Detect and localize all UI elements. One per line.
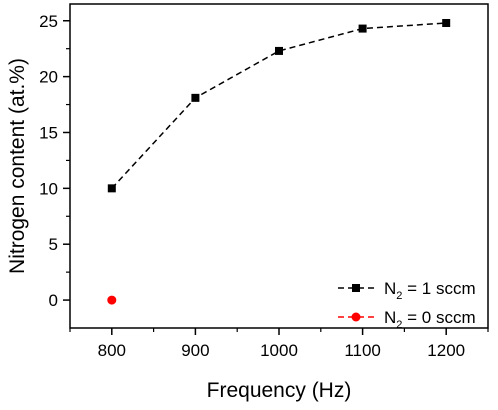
legend-marker-circle [351,312,361,322]
legend-marker-square [352,284,360,292]
y-tick-label: 15 [39,123,58,142]
series-layer [107,18,451,305]
legend-label: N2 = 1 sccm [384,279,476,302]
y-tick-label: 0 [49,291,58,310]
series-line-1 [111,22,447,189]
data-point-square [191,93,200,102]
legend-label: N2 = 0 sccm [384,308,476,331]
x-tick-label: 1000 [260,341,298,360]
data-point-square [358,24,367,33]
y-axis: 0 5 10 15 20 25 [39,12,70,310]
x-tick-label: 900 [181,341,209,360]
data-point-square [275,46,283,55]
data-point-circle [107,295,117,305]
y-tick-label: 25 [39,12,58,31]
data-point-square [442,18,451,27]
legend: N2 = 1 sccm N2 = 0 sccm [338,279,476,331]
x-tick-label: 1100 [344,341,381,360]
x-axis-title: Frequency (Hz) [207,379,352,402]
x-tick-label: 1200 [427,341,465,360]
y-axis-title: Nitrogen content (at.%) [6,58,29,274]
y-tick-label: 5 [49,235,58,254]
x-axis: 800 900 1000 1100 1200 [69,328,489,360]
data-point-square [107,184,116,193]
x-tick-label: 800 [98,341,126,360]
y-tick-label: 10 [39,179,58,198]
y-tick-label: 20 [39,68,58,87]
